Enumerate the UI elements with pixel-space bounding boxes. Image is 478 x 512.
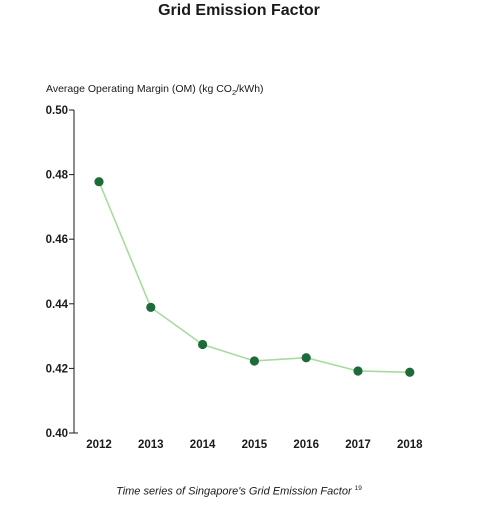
y-axis-label: Average Operating Margin (OM) (kg CO2/kW… [46, 83, 264, 97]
y-tick-label: 0.42 [46, 363, 68, 375]
series-line [98, 181, 410, 374]
x-tick-label: 2016 [293, 439, 319, 451]
x-tick-label: 2012 [86, 439, 112, 451]
data-point [198, 339, 208, 350]
data-point [405, 367, 415, 377]
y-axis-label-subscript: 2 [231, 88, 237, 98]
chart-title: Grid Emission Factor [158, 2, 320, 19]
y-axis-label-main: Average Operating Margin (OM) (kg CO [46, 83, 232, 95]
y-axis-label-tail: /kWh) [236, 83, 264, 95]
data-point [94, 177, 104, 187]
x-tick-label: 2015 [242, 439, 268, 451]
x-tick-label: 2014 [190, 439, 216, 451]
data-point [353, 366, 363, 376]
caption-reference: 19 [354, 485, 362, 492]
y-tick-label: 0.44 [46, 299, 69, 311]
y-tick-label: 0.46 [46, 234, 68, 246]
caption-text: Time series of Singapore's Grid Emission… [116, 485, 355, 498]
data-point [146, 302, 156, 312]
y-tick-label: 0.40 [46, 428, 68, 440]
y-tick-label: 0.50 [46, 105, 68, 117]
figure-caption: Time series of Singapore's Grid Emission… [0, 485, 478, 498]
x-tick-label: 2017 [345, 439, 371, 451]
y-tick-label: 0.48 [46, 170, 69, 182]
data-point [249, 356, 259, 366]
x-tick-label: 2013 [138, 439, 164, 451]
data-point [301, 353, 311, 363]
x-tick-label: 2018 [397, 439, 423, 451]
